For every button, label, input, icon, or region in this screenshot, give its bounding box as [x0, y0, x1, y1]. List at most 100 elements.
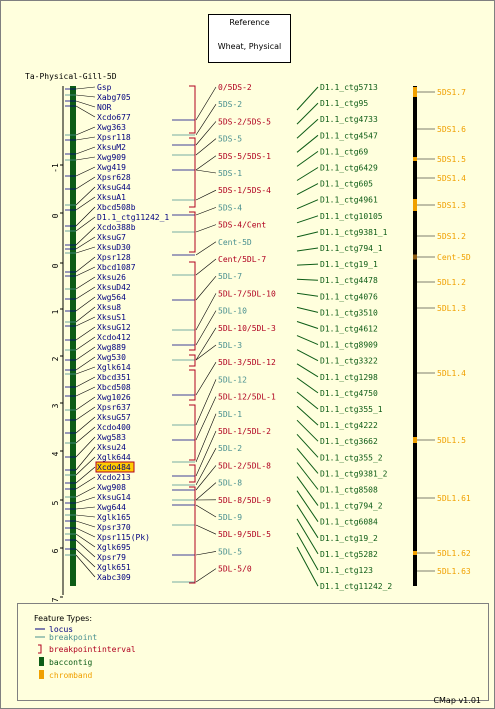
marker-label[interactable]: Xpsr115(Pk) — [97, 533, 150, 542]
bin-label[interactable]: 5DL-5 — [218, 547, 242, 556]
marker-label[interactable]: Xbcd508 — [97, 383, 131, 392]
marker-label[interactable]: Xwg889 — [97, 343, 126, 352]
bin-label[interactable]: Cent-5D — [218, 238, 252, 247]
chromband-label[interactable]: 5DL1.63 — [437, 567, 471, 576]
contig-label[interactable]: D1.1_ctg5282 — [320, 550, 378, 559]
chromband-label[interactable]: 5DL1.5 — [437, 436, 466, 445]
marker-label[interactable]: XksuD30 — [97, 243, 131, 252]
marker-label[interactable]: XksuG12 — [97, 323, 131, 332]
contig-label[interactable]: D1.1_ctg4547 — [320, 131, 378, 140]
contig-label[interactable]: D1.1_ctg69 — [320, 147, 368, 156]
chromband-segment[interactable] — [413, 157, 417, 161]
interval-bracket[interactable] — [189, 464, 196, 483]
marker-label[interactable]: Xabg705 — [97, 93, 131, 102]
contig-label[interactable]: D1.1_ctg9381_1 — [320, 228, 388, 237]
marker-label[interactable]: XksuS1 — [97, 313, 126, 322]
marker-label[interactable]: XksuM2 — [97, 143, 126, 152]
interval-bracket[interactable] — [189, 369, 196, 401]
marker-label[interactable]: Xglk644 — [97, 453, 131, 462]
chromband-backbone[interactable] — [413, 86, 417, 586]
bin-label[interactable]: 5DL-3/5DL-12 — [218, 358, 276, 367]
bin-label[interactable]: 5DL-12 — [218, 375, 247, 384]
chromband-segment[interactable] — [413, 551, 417, 555]
bin-label[interactable]: 5DS-5/5DS-1 — [218, 152, 271, 161]
contig-label[interactable]: D1.1_ctg3510 — [320, 308, 378, 317]
contig-label[interactable]: D1.1_ctg6084 — [320, 518, 378, 527]
contig-label[interactable]: D1.1_ctg4733 — [320, 115, 378, 124]
chromband-label[interactable]: 5DS1.3 — [437, 201, 466, 210]
chromband-label[interactable]: 5DS1.7 — [437, 88, 466, 97]
marker-label[interactable]: NOR — [97, 103, 112, 112]
contig-label[interactable]: D1.1_ctg19_2 — [320, 534, 378, 543]
contig-label[interactable]: D1.1_ctg3322 — [320, 357, 378, 366]
contig-label[interactable]: D1.1_ctg1298 — [320, 373, 378, 382]
bin-label[interactable]: 0/5DS-2 — [218, 83, 252, 92]
bin-label[interactable]: 5DL-8/5DL-9 — [218, 496, 271, 505]
interval-bracket[interactable] — [189, 137, 196, 208]
bin-label[interactable]: Cent/5DL-7 — [218, 255, 266, 264]
marker-label[interactable]: Xcdo412 — [97, 333, 131, 342]
contig-label[interactable]: D1.1_ctg9381_2 — [320, 469, 388, 478]
marker-label[interactable]: XksuG7 — [97, 233, 126, 242]
marker-label[interactable]: XksuG14 — [97, 493, 131, 502]
marker-label[interactable]: Xbcd351 — [97, 373, 131, 382]
marker-label[interactable]: Xwg564 — [97, 293, 126, 302]
chromband-label[interactable]: 5DL1.3 — [437, 304, 466, 313]
chromband-label[interactable]: 5DS1.5 — [437, 155, 466, 164]
interval-bracket[interactable] — [189, 211, 196, 253]
contig-label[interactable]: D1.1_ctg605 — [320, 180, 373, 189]
marker-label[interactable]: Xcdo677 — [97, 113, 131, 122]
bin-label[interactable]: 5DL-10/5DL-3 — [218, 324, 276, 333]
contig-label[interactable]: D1.1_ctg4961 — [320, 196, 378, 205]
marker-label[interactable]: Xpsr637 — [97, 403, 131, 412]
chromband-label[interactable]: 5DS1.2 — [437, 232, 466, 241]
bin-label[interactable]: 5DL-10 — [218, 307, 247, 316]
bin-label[interactable]: 5DS-2 — [218, 100, 242, 109]
bin-label[interactable]: 5DS-1 — [218, 169, 242, 178]
marker-label[interactable]: Xwg363 — [97, 123, 126, 132]
chromband-label[interactable]: 5DS1.6 — [437, 125, 466, 134]
contig-label[interactable]: D1.1_ctg355_1 — [320, 405, 383, 414]
bin-label[interactable]: 5DL-2/5DL-8 — [218, 461, 271, 470]
contig-label[interactable]: D1.1_ctg355_2 — [320, 453, 383, 462]
marker-label[interactable]: Xglk651 — [97, 563, 131, 572]
marker-label[interactable]: Xpsr128 — [97, 253, 131, 262]
marker-label[interactable]: Xabc309 — [97, 573, 131, 582]
chromband-segment[interactable] — [413, 437, 417, 443]
contig-label[interactable]: D1.1_ctg4750 — [320, 389, 378, 398]
chromband-label[interactable]: 5DL1.4 — [437, 369, 466, 378]
marker-label[interactable]: Xglk165 — [97, 513, 131, 522]
bin-label[interactable]: 5DS-5 — [218, 135, 242, 144]
interval-bracket[interactable] — [189, 354, 196, 367]
marker-label[interactable]: Xglk695 — [97, 543, 131, 552]
interval-bracket[interactable] — [189, 486, 196, 584]
marker-label[interactable]: XksuD42 — [97, 283, 131, 292]
marker-label[interactable]: Xpsr370 — [97, 523, 131, 532]
marker-label[interactable]: Xwg908 — [97, 483, 126, 492]
contig-label[interactable]: D1.1_ctg123 — [320, 566, 373, 575]
marker-label[interactable]: Xwg419 — [97, 163, 126, 172]
chromband-label[interactable]: 5DS1.4 — [437, 174, 466, 183]
contig-label[interactable]: D1.1_ctg3662 — [320, 437, 378, 446]
marker-label[interactable]: Xksu24 — [97, 443, 126, 452]
bin-label[interactable]: 5DS-2/5DS-5 — [218, 117, 271, 126]
contig-label[interactable]: D1.1_ctg794_2 — [320, 502, 383, 511]
marker-label[interactable]: Xpsr118 — [97, 133, 131, 142]
marker-label[interactable]: XksuA1 — [97, 193, 126, 202]
contig-label[interactable]: D1.1_ctg11242_2 — [320, 582, 392, 591]
interval-bracket[interactable] — [189, 261, 196, 351]
marker-label[interactable]: Xwg909 — [97, 153, 126, 162]
bin-label[interactable]: 5DL-12/5DL-1 — [218, 393, 276, 402]
chromband-label[interactable]: 5DL1.62 — [437, 549, 471, 558]
bin-label[interactable]: 5DL-8 — [218, 479, 242, 488]
chromband-label[interactable]: Cent-5D — [437, 253, 471, 262]
marker-label[interactable]: Xcdo400 — [97, 423, 131, 432]
map-title[interactable]: Ta-Physical-Gill-5D — [25, 72, 117, 81]
bin-label[interactable]: 5DS-4/Cent — [218, 221, 266, 230]
reference-box[interactable]: Reference Wheat, Physical — [208, 14, 291, 63]
marker-label[interactable]: Xcdo213 — [97, 473, 131, 482]
bin-label[interactable]: 5DS-1/5DS-4 — [218, 186, 271, 195]
bin-label[interactable]: 5DL-2 — [218, 444, 242, 453]
chromband-segment[interactable] — [413, 199, 417, 211]
marker-label[interactable]: D1.1_ctg11242_1 — [97, 213, 169, 222]
